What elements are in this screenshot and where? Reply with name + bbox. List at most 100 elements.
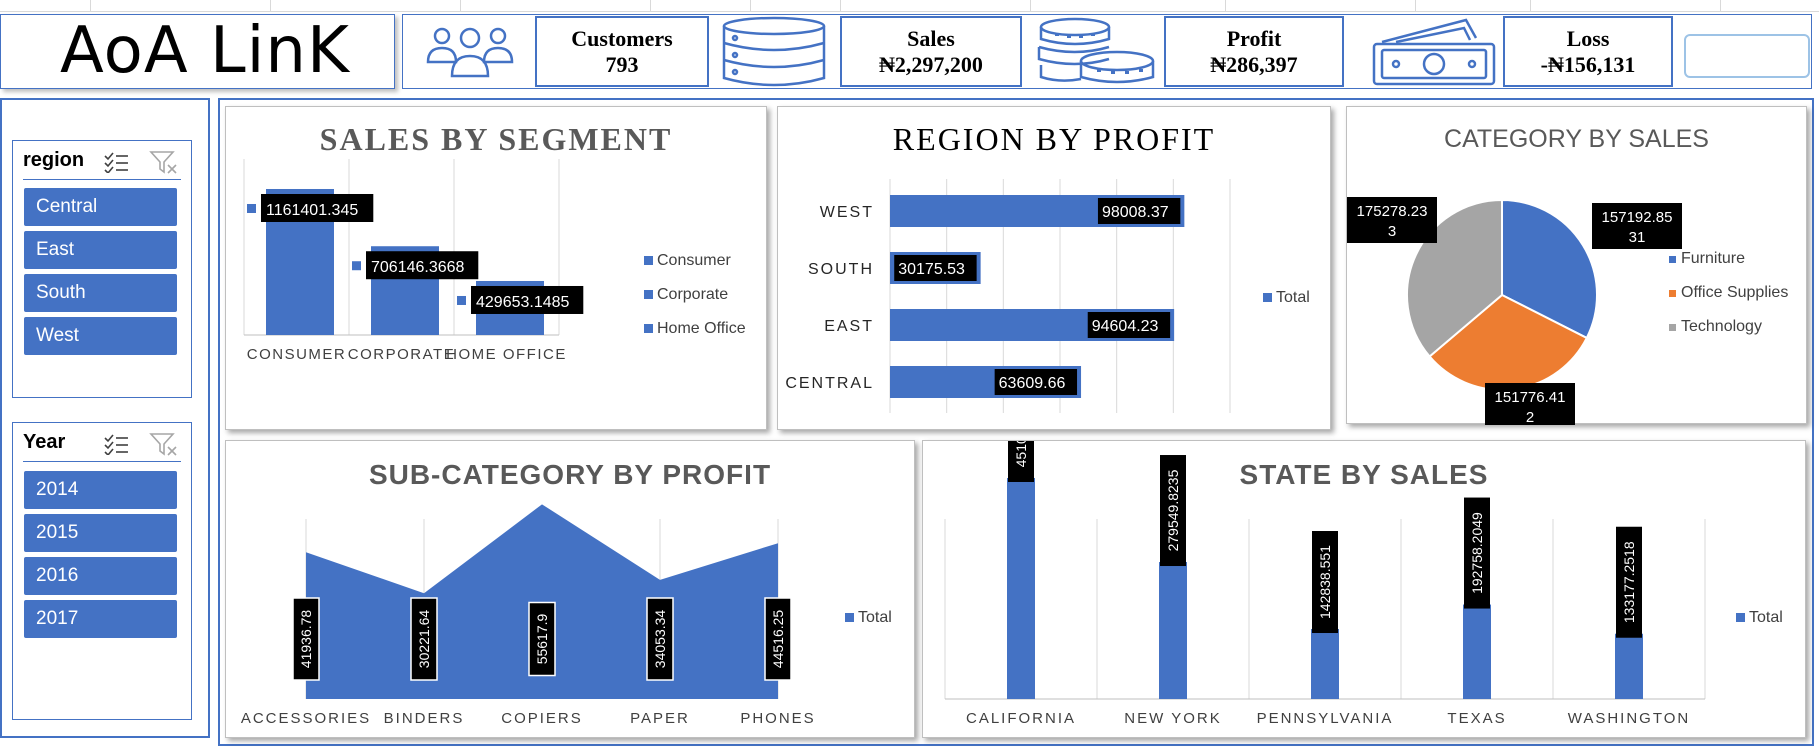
database-stack-icon: [722, 16, 826, 87]
tick-label: TEXAS: [1447, 710, 1506, 727]
legend-key: [644, 324, 653, 333]
data-label-bg: [646, 597, 674, 681]
tick-label: CONSUMER: [247, 346, 347, 363]
legend-label: Furniture: [1681, 250, 1745, 267]
legend-label: Office Supplies: [1681, 284, 1788, 301]
data-label: 94604.23: [1092, 318, 1159, 335]
data-label: 133177.2518: [1621, 541, 1637, 623]
data-label: 41936.78: [298, 610, 314, 669]
tick-label: COPIERS: [501, 710, 583, 727]
tick-label: WASHINGTON: [1568, 710, 1691, 727]
year-slicer: Year 2014 2015 2016 2017: [12, 422, 192, 720]
chart-panel-segment[interactable]: SALES BY SEGMENT 1161401.345 CONSUMER 7061…: [225, 106, 767, 430]
data-label-bg: [1160, 455, 1186, 567]
sheet-grid-strip: [0, 0, 1819, 12]
chart-state-svg: 451036.5823 CALIFORNIA 279549.8235 NEW YORK…: [944, 441, 1783, 727]
data-label: 1161401.345: [266, 202, 358, 219]
tick-label: PHONES: [740, 710, 815, 727]
data-label: 706146.3668: [371, 259, 465, 276]
tick-label: SOUTH: [808, 261, 874, 278]
pie-slice-furniture: [1501, 198, 1598, 340]
data-label: 175278.23: [1357, 203, 1428, 220]
year-item-2015[interactable]: 2015: [24, 514, 177, 552]
data-label: 98008.37: [1102, 204, 1169, 221]
chart-title-subcategory: SUB-CATEGORY BY PROFIT: [368, 459, 772, 490]
data-label-bg: [1087, 312, 1171, 338]
chart-panel-region[interactable]: REGION BY PROFIT 98008.37 WEST 30175.53 SOU…: [777, 106, 1331, 430]
kpi-profit-label: Profit: [1226, 26, 1282, 51]
legend-key: [1263, 293, 1272, 302]
tick-label: NEW YORK: [1124, 710, 1221, 727]
bar-pennsylvania: [1311, 629, 1339, 699]
region-slicer-divider: [23, 179, 181, 180]
data-label-bg: [292, 597, 320, 681]
data-label-bg: [1008, 441, 1034, 482]
kpi-sales: Sales ₦2,297,200: [840, 16, 1022, 87]
data-label-bg: [528, 601, 556, 677]
year-item-2014[interactable]: 2014: [24, 471, 177, 509]
legend-key: [644, 290, 653, 299]
legend-label: Consumer: [657, 252, 731, 269]
data-label-bg: [1485, 383, 1575, 425]
chart-panel-subcategory[interactable]: SUB-CATEGORY BY PROFIT 41936.78 ACCESSORI…: [225, 440, 915, 738]
data-label-bg: [410, 597, 438, 681]
legend-key: [644, 256, 653, 265]
legend-label: Technology: [1681, 318, 1762, 335]
chart-panel-category[interactable]: CATEGORY BY SALES 157192.85 31 151776.41 2 1…: [1346, 106, 1807, 425]
region-slicer-title: region: [23, 149, 85, 171]
legend-label: Home Office: [657, 320, 746, 337]
tick-label: CENTRAL: [785, 375, 874, 392]
clear-filter-icon[interactable]: [149, 149, 179, 175]
label-key: [457, 295, 466, 305]
blank-shape-button[interactable]: [1684, 34, 1810, 78]
data-label-group: 30221.64: [410, 597, 438, 681]
data-label: 142838.551: [1317, 545, 1333, 619]
kpi-profit: Profit ₦286,397: [1164, 16, 1344, 87]
tick-label: WEST: [820, 204, 874, 221]
cash-bills-icon: [1372, 18, 1496, 86]
data-label: 429653.1485: [476, 294, 570, 311]
year-item-2017[interactable]: 2017: [24, 600, 177, 638]
data-label: 3: [1388, 223, 1396, 240]
chart-title-category: CATEGORY BY SALES: [1444, 125, 1709, 153]
chart-region-svg: 98008.37 WEST 30175.53 SOUTH 94604.23 EAST 636…: [785, 179, 1310, 413]
data-label-group: 192758.2049: [1464, 497, 1490, 609]
data-label: 192758.2049: [1469, 512, 1485, 594]
year-item-2016[interactable]: 2016: [24, 557, 177, 595]
legend-key: [1669, 290, 1676, 297]
region-item-south[interactable]: South: [24, 274, 177, 312]
bar-california: [1007, 477, 1035, 699]
legend-label: Total: [1749, 609, 1783, 626]
multi-select-icon[interactable]: [103, 433, 129, 455]
data-label: 55617.9: [534, 613, 550, 664]
region-slicer: region Central East South West: [12, 140, 192, 398]
tick-label: CALIFORNIA: [966, 710, 1076, 727]
region-item-central[interactable]: Central: [24, 188, 177, 226]
legend-key: [1736, 613, 1745, 622]
data-label-bg: [1347, 197, 1437, 243]
chart-segment-svg: 1161401.345 CONSUMER 706146.3668 CORPORATE 4…: [243, 159, 746, 363]
data-label-group: 34053.34: [646, 597, 674, 681]
legend-key: [845, 613, 854, 622]
data-label-bg: [1097, 198, 1181, 224]
data-label-bg: [1616, 526, 1642, 638]
tick-label: HOME OFFICE: [446, 346, 567, 363]
data-label-bg: [1312, 531, 1338, 634]
multi-select-icon[interactable]: [103, 151, 129, 173]
data-label-bg: [1592, 203, 1682, 249]
data-label: 30221.64: [416, 610, 432, 669]
data-label: 34053.34: [652, 610, 668, 669]
kpi-loss-label: Loss: [1566, 26, 1610, 51]
kpi-customers: Customers 793: [535, 16, 709, 87]
chart-panel-state[interactable]: STATE BY SALES 451036.5823 CALIFORNIA 2795…: [922, 440, 1806, 738]
people-group-icon: [426, 27, 514, 78]
clear-filter-icon[interactable]: [149, 431, 179, 457]
chart-category-svg: 157192.85 31 151776.41 2 175278.23 3 Furniture…: [1347, 197, 1788, 425]
brand-title: AoA LinK: [60, 14, 350, 88]
chart-subcategory-svg: 41936.78 ACCESSORIES 30221.64 BINDERS 55617.…: [241, 504, 892, 727]
data-label: 31: [1629, 229, 1646, 246]
data-label-group: 41936.78: [292, 597, 320, 681]
data-label-bg: [366, 251, 479, 280]
region-item-east[interactable]: East: [24, 231, 177, 269]
region-item-west[interactable]: West: [24, 317, 177, 355]
